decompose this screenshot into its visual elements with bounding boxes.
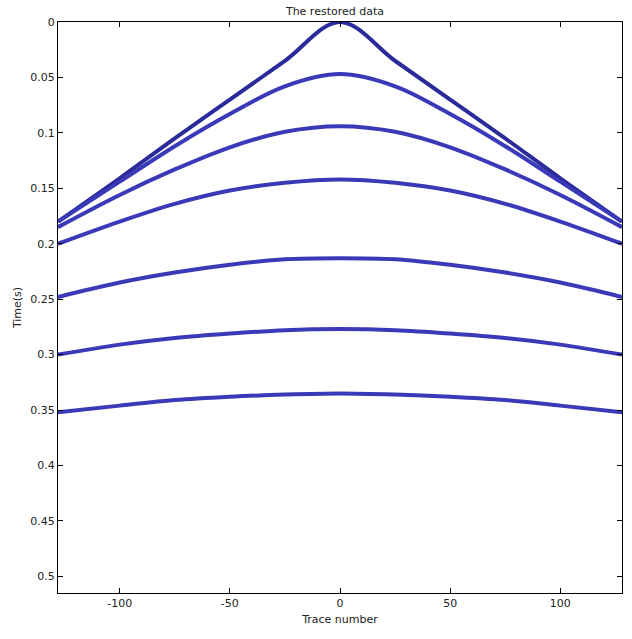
- svg-text:The restored data: The restored data: [285, 5, 384, 18]
- svg-text:Time(s): Time(s): [11, 287, 24, 329]
- svg-text:0.35: 0.35: [30, 404, 55, 417]
- svg-text:0.5: 0.5: [37, 570, 55, 583]
- svg-text:0.3: 0.3: [37, 348, 55, 361]
- svg-text:-100: -100: [107, 597, 132, 610]
- svg-text:0: 0: [337, 597, 344, 610]
- svg-text:50: 50: [443, 597, 457, 610]
- svg-text:0.4: 0.4: [37, 459, 55, 472]
- svg-text:100: 100: [550, 597, 571, 610]
- svg-text:Trace number: Trace number: [301, 613, 378, 626]
- svg-text:0.05: 0.05: [30, 71, 55, 84]
- svg-text:-50: -50: [221, 597, 239, 610]
- svg-text:0.15: 0.15: [30, 182, 55, 195]
- svg-text:0.25: 0.25: [30, 293, 55, 306]
- svg-text:0: 0: [48, 16, 55, 29]
- svg-text:0.45: 0.45: [30, 515, 55, 528]
- svg-text:0.2: 0.2: [37, 238, 55, 251]
- svg-text:0.1: 0.1: [37, 127, 55, 140]
